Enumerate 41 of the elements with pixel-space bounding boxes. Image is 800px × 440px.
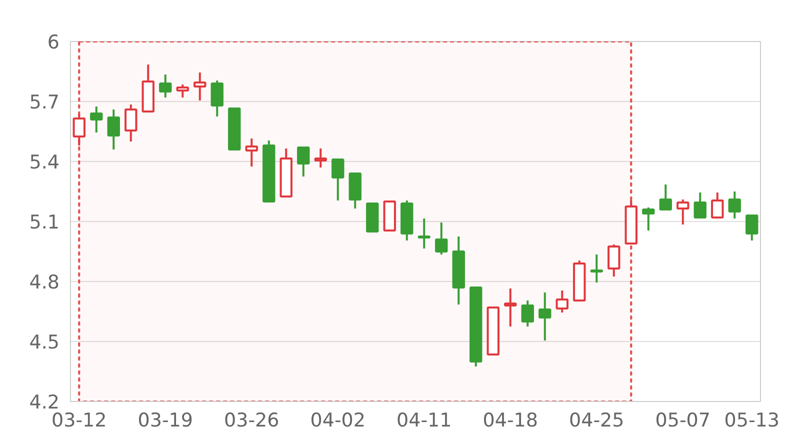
x-tick-label: 04-11	[396, 410, 452, 432]
y-tick-label: 4.5	[29, 332, 60, 354]
x-tick-label: 05-07	[655, 410, 710, 432]
candlestick	[728, 190, 741, 220]
candlestick	[676, 198, 690, 226]
x-tick-label: 05-13	[724, 410, 780, 432]
candlestick	[746, 214, 758, 242]
candlestick	[194, 72, 206, 102]
candlestick	[107, 108, 120, 150]
candlestick	[418, 218, 430, 250]
candlestick	[314, 148, 327, 168]
candlestick	[694, 192, 706, 220]
candlestick	[176, 84, 189, 98]
candlestick	[504, 288, 517, 328]
x-tick-label: 04-02	[310, 410, 366, 432]
candlestick	[159, 74, 172, 98]
y-tick-label: 4.8	[29, 272, 60, 294]
x-tick-label: 04-18	[482, 410, 538, 432]
x-tick-label: 04-25	[569, 410, 624, 432]
candlestick	[608, 244, 620, 278]
candlestick	[72, 114, 86, 146]
candlestick	[642, 206, 655, 232]
candlestick	[210, 80, 224, 118]
candlestick	[590, 254, 603, 284]
x-tick-label: 03-26	[224, 410, 280, 432]
candlestick	[90, 106, 103, 134]
y-tick-label: 6	[47, 32, 60, 54]
candlestick	[521, 300, 534, 328]
candlestick	[538, 292, 552, 342]
candlestick	[435, 222, 448, 256]
candlestick	[124, 104, 138, 142]
y-tick-label: 5.7	[29, 92, 60, 114]
candlestick	[556, 290, 568, 314]
candlestick	[711, 192, 724, 220]
y-tick-label: 5.1	[29, 212, 60, 234]
y-tick-label: 5.4	[29, 152, 60, 174]
candlestick	[245, 138, 258, 168]
x-tick-label: 03-19	[138, 410, 193, 432]
candlestick	[297, 146, 310, 178]
candlestick	[659, 184, 672, 212]
candlestick	[332, 158, 344, 202]
